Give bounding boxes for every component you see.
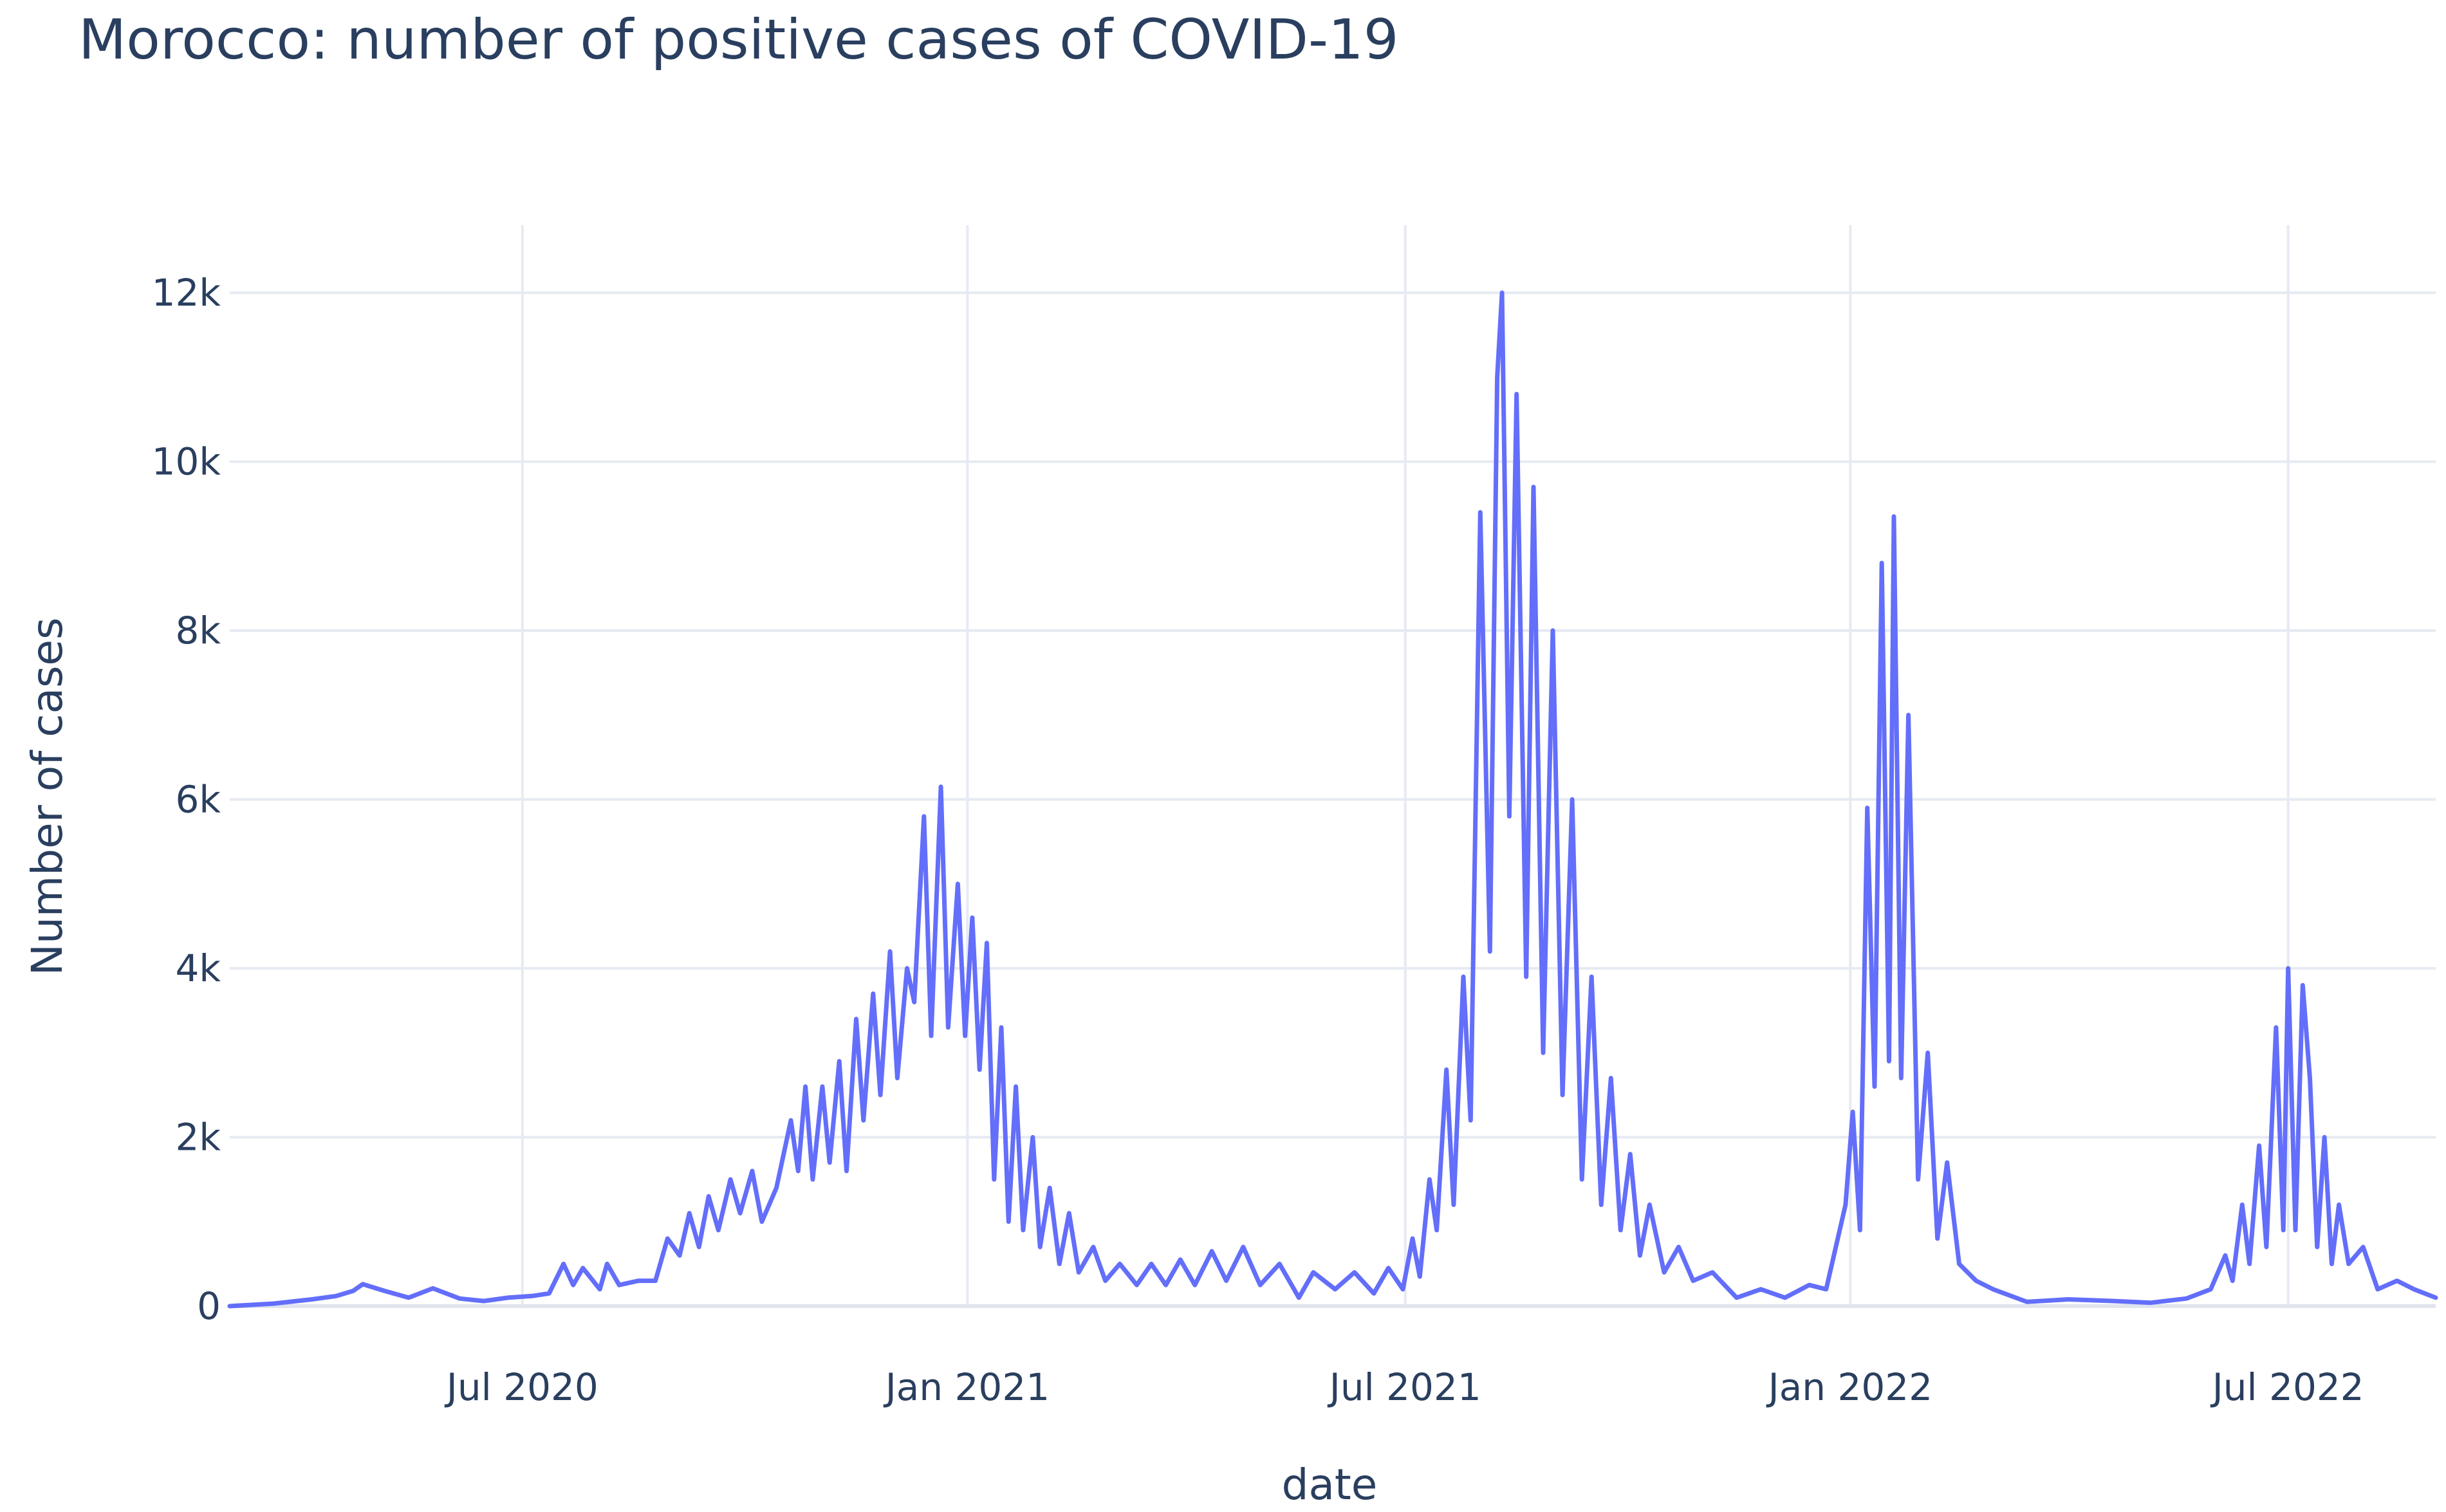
chart-title: Morocco: number of positive cases of COV… <box>79 8 1399 72</box>
y-axis-title: Number of cases <box>23 618 72 976</box>
y-tick-label: 4k <box>176 946 221 990</box>
x-tick-label: Jan 2022 <box>1766 1365 1932 1409</box>
x-tick-label: Jul 2022 <box>2210 1365 2364 1409</box>
grid-lines <box>230 225 2436 1308</box>
series-layer <box>227 290 2438 1309</box>
x-tick-label: Jul 2021 <box>1328 1365 1481 1409</box>
y-tick-label: 8k <box>176 609 221 652</box>
x-axis-title: date <box>1282 1460 1378 1509</box>
y-tick-label: 2k <box>176 1116 221 1159</box>
y-axis-ticks: 0 2k 4k 6k 8k 10k 12k <box>152 271 221 1328</box>
x-tick-label: Jul 2020 <box>445 1365 598 1409</box>
y-tick-label: 6k <box>176 778 221 822</box>
y-tick-label: 10k <box>152 440 221 484</box>
series-line-0 <box>227 290 2438 1309</box>
y-tick-label: 12k <box>152 271 221 315</box>
y-tick-label: 0 <box>197 1284 221 1328</box>
x-tick-label: Jan 2021 <box>884 1365 1050 1409</box>
x-axis-ticks: Jul 2020 Jan 2021 Jul 2021 Jan 2022 Jul 2022 <box>445 1365 2364 1409</box>
